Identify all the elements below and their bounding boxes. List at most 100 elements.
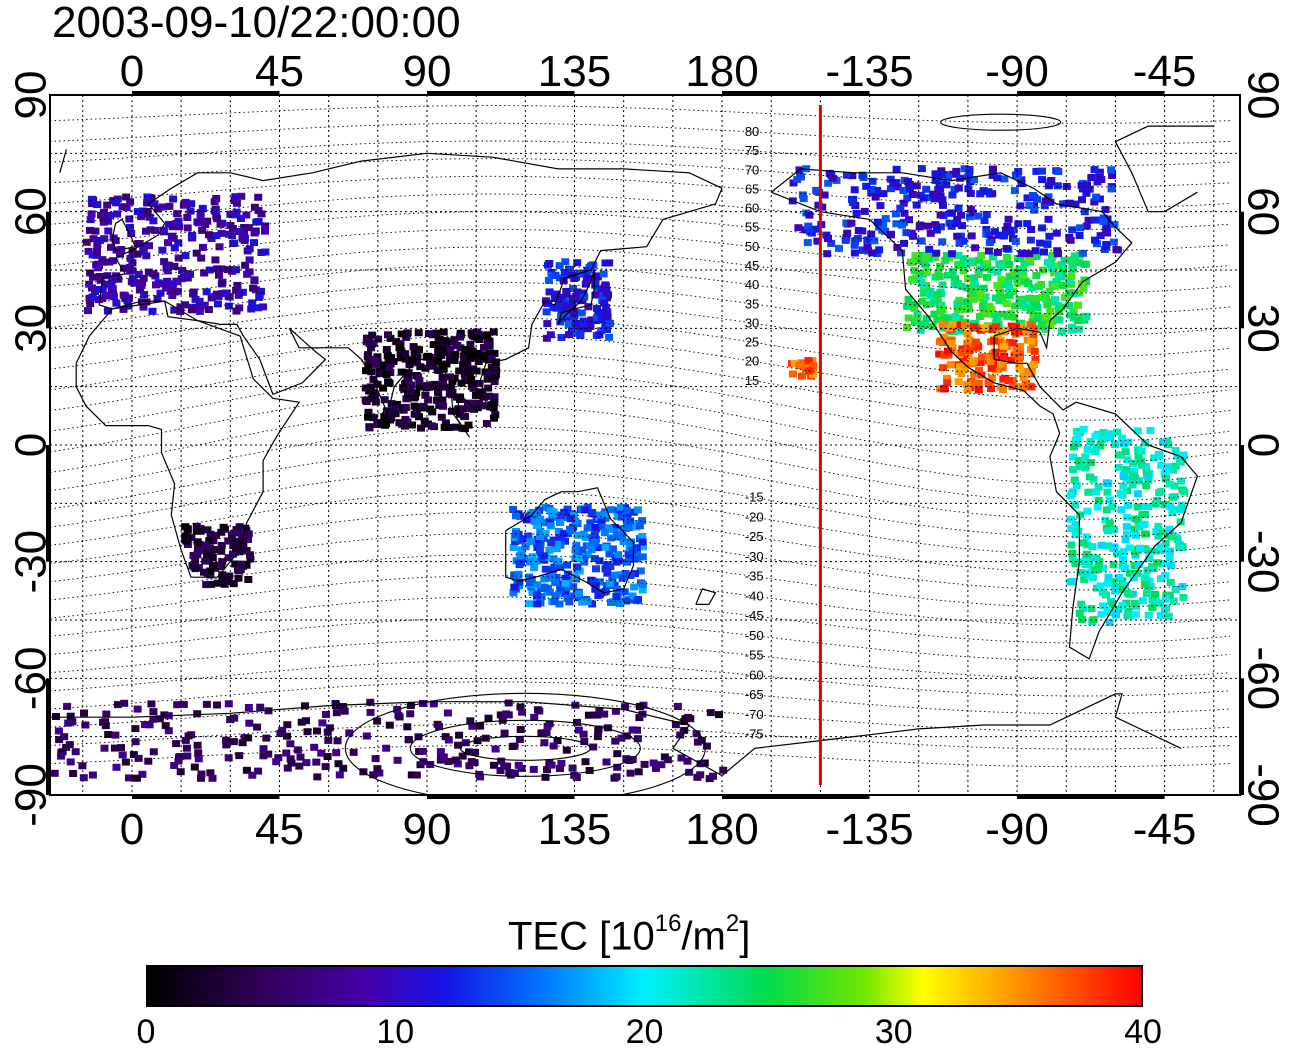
tec-cell: [510, 571, 519, 579]
tec-cell: [1140, 521, 1149, 529]
tec-cell: [657, 761, 666, 769]
tec-cell: [1029, 331, 1038, 339]
tec-cell: [95, 273, 104, 280]
tec-cell: [926, 229, 935, 237]
tec-cell: [490, 368, 499, 375]
tec-cell: [1154, 532, 1163, 540]
tec-cell: [481, 734, 490, 742]
tec-cell: [982, 264, 991, 272]
tec-cell: [930, 195, 939, 203]
tec-cell: [369, 389, 377, 397]
tec-cell: [126, 198, 135, 206]
tec-cell: [164, 727, 173, 735]
tec-cell: [1117, 451, 1126, 459]
tec-cell: [1017, 176, 1026, 184]
tec-cell: [879, 220, 888, 228]
tec-cell: [257, 210, 266, 218]
tec-cell: [561, 258, 570, 266]
tec-cell: [1097, 610, 1106, 618]
tec-cell: [239, 235, 247, 243]
tec-cell: [954, 251, 963, 259]
tec-cell: [193, 741, 202, 749]
tec-cell: [210, 207, 219, 215]
tec-cell: [1083, 181, 1091, 189]
tec-cell: [603, 724, 612, 732]
lon-tick-top: -135: [826, 47, 914, 96]
tec-cell: [933, 291, 942, 299]
tec-cell: [440, 423, 449, 431]
lon-tick-top: 180: [685, 47, 758, 96]
tec-cell: [240, 229, 249, 236]
tec-cell: [571, 546, 580, 554]
tec-cell: [981, 293, 990, 301]
tec-cell: [924, 194, 933, 202]
tec-cell: [293, 746, 302, 754]
tec-cell: [104, 227, 113, 235]
tec-cell: [201, 541, 210, 549]
tec-cell: [1090, 216, 1099, 224]
tec-cell: [977, 252, 986, 260]
tec-cell: [867, 186, 876, 193]
tec-cell: [245, 719, 254, 727]
tec-cell: [1112, 611, 1121, 619]
tec-cell: [1119, 482, 1128, 490]
tec-cell: [99, 218, 108, 226]
tec-cell: [69, 770, 78, 777]
tec-cell: [1065, 233, 1074, 241]
tec-cell: [988, 171, 997, 179]
tec-cell: [1122, 466, 1131, 473]
tec-cell: [873, 186, 882, 194]
tec-cell: [957, 370, 966, 377]
tec-cell: [1096, 582, 1105, 590]
magnetic-contour-label: -45: [745, 608, 764, 623]
tec-cell: [487, 355, 496, 363]
tec-cell: [158, 203, 167, 211]
tec-cell: [570, 329, 578, 337]
tec-cell: [551, 579, 560, 587]
tec-cell: [349, 748, 358, 756]
tec-cell: [1161, 539, 1170, 547]
tec-cell: [566, 515, 575, 523]
tec-cell: [693, 738, 702, 746]
tec-cell: [450, 356, 459, 364]
tec-cell: [467, 376, 476, 384]
tec-cell: [406, 388, 415, 395]
tec-region: [361, 328, 501, 433]
tec-cell: [1123, 513, 1132, 521]
tec-cell: [1103, 608, 1112, 616]
tec-cell: [254, 767, 263, 775]
tec-cell: [1017, 275, 1026, 283]
lat-tick-left: 0: [7, 433, 56, 457]
tec-cell: [213, 579, 222, 587]
tec-cell: [597, 517, 606, 525]
tec-cell: [88, 251, 97, 259]
tec-cell: [986, 358, 995, 366]
tec-cell: [966, 190, 975, 197]
tec-cell: [633, 735, 642, 743]
tec-cell: [1071, 501, 1079, 509]
tec-cell: [940, 384, 949, 392]
tec-cell: [232, 208, 241, 216]
tec-cell: [953, 321, 961, 329]
tec-cell: [911, 252, 920, 260]
tec-cell: [551, 294, 560, 302]
tec-cell: [238, 739, 247, 747]
tec-cell: [1177, 501, 1186, 509]
magnetic-contour: [50, 660, 1231, 697]
tec-cell: [238, 288, 247, 296]
tec-cell: [1028, 284, 1037, 292]
magnetic-contour: [50, 448, 1231, 520]
tec-cell: [396, 340, 405, 348]
tec-cell: [405, 361, 414, 369]
tec-cell: [109, 234, 118, 242]
tec-cell: [1179, 593, 1188, 601]
tec-cell: [429, 331, 437, 339]
tec-cell: [1125, 544, 1134, 552]
tec-cell: [197, 774, 205, 782]
magnetic-contour-label: -30: [745, 549, 764, 564]
tec-cell: [224, 554, 233, 562]
tec-cell: [408, 421, 417, 429]
tec-cell: [500, 729, 509, 737]
tec-cell: [573, 563, 581, 571]
tec-cell: [593, 733, 602, 741]
